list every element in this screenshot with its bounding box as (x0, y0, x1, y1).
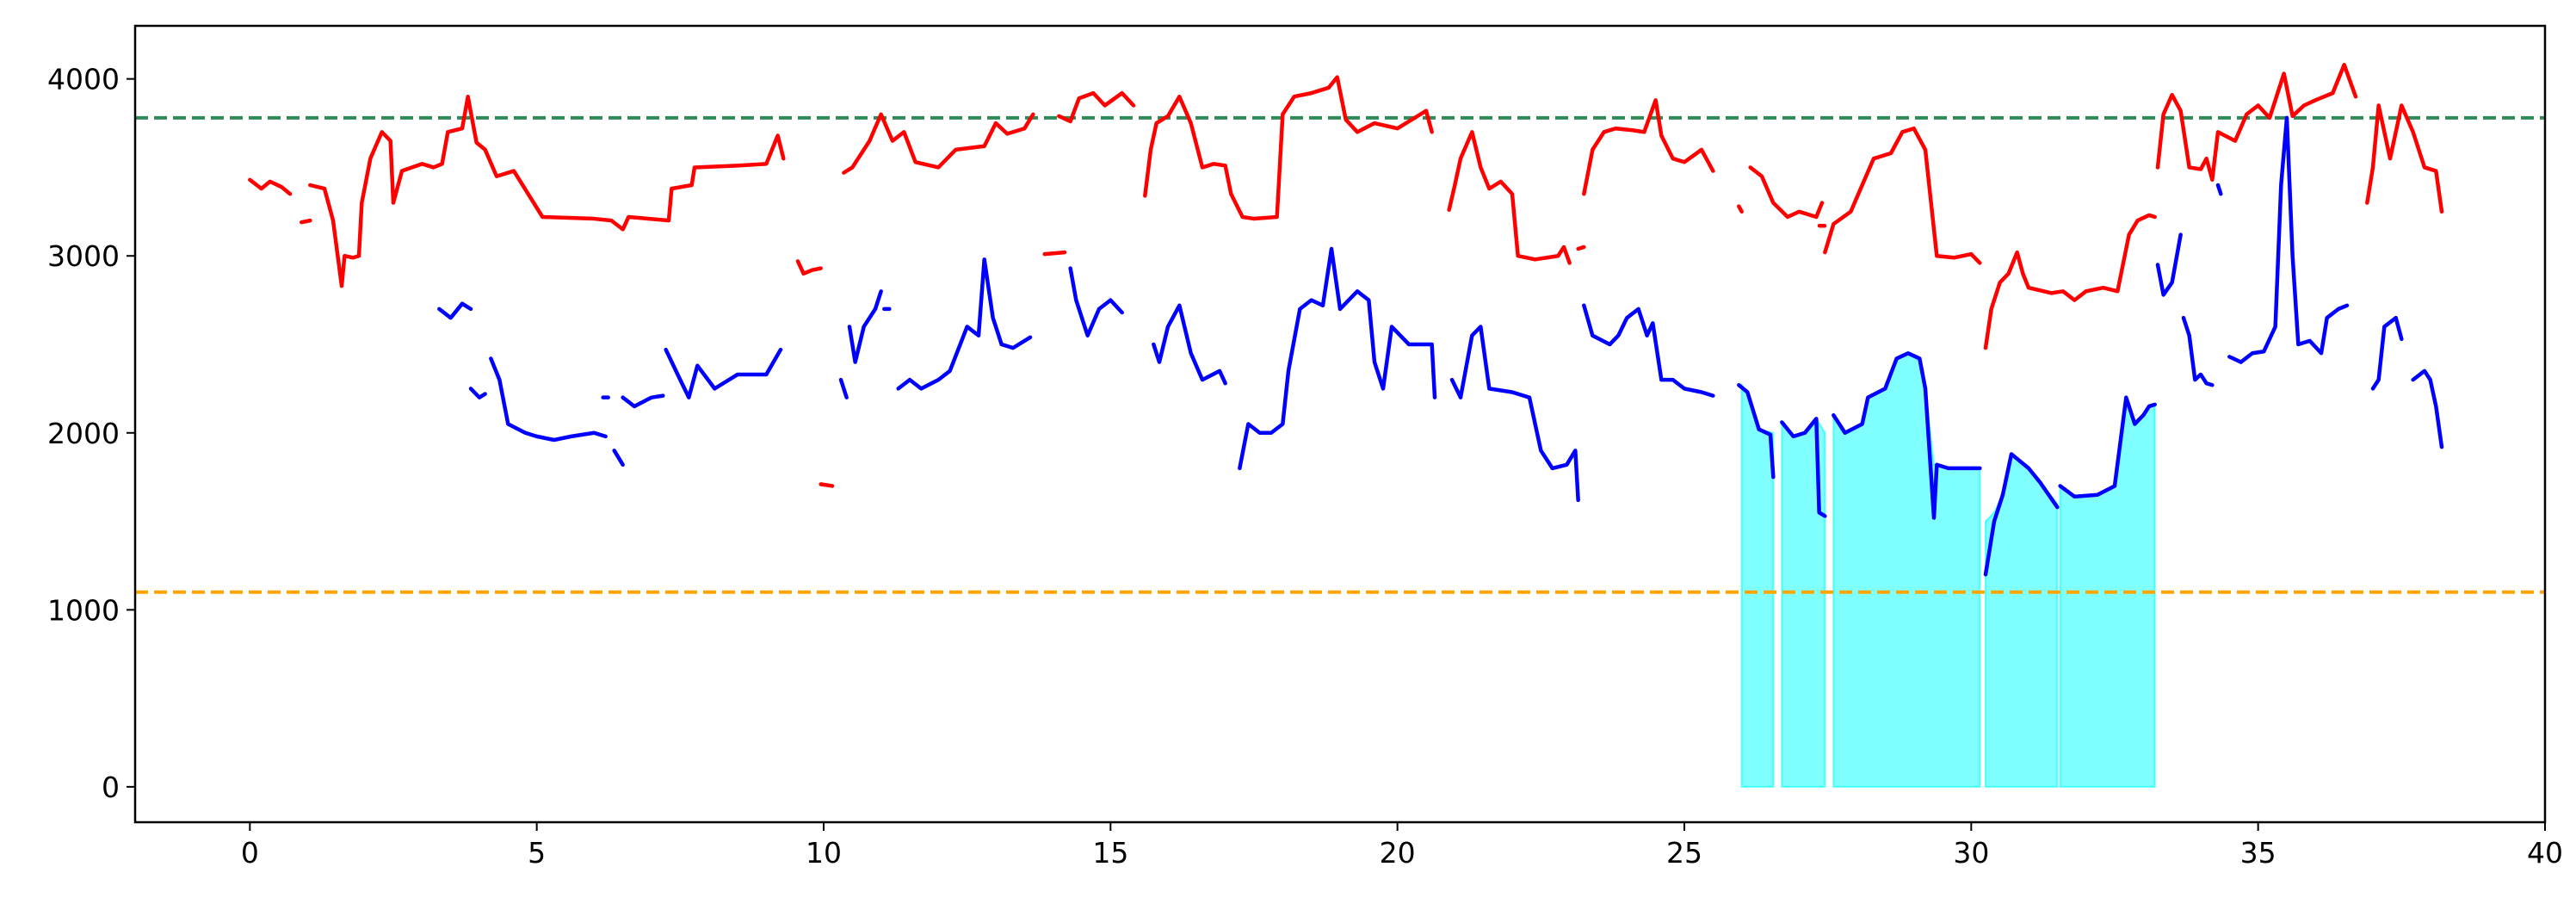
series-0-segment-17 (2155, 62, 2358, 183)
series-1-segment-23 (2215, 183, 2223, 196)
series-1-segment-19 (1983, 452, 2060, 577)
series-1-segment-21 (2155, 232, 2183, 297)
series-0-segment-5 (842, 112, 1035, 175)
series-0-segment-12 (1737, 204, 1744, 214)
series-lines (248, 62, 2444, 577)
series-1-segment-8 (847, 289, 883, 364)
x-tick-label-25: 25 (1666, 836, 1702, 870)
threshold-lines (135, 115, 2545, 594)
series-1-segment-24 (2227, 115, 2350, 364)
series-1-segment-11 (1068, 266, 1124, 337)
series-1-segment-6 (664, 347, 783, 399)
series-1-segment-12 (1152, 303, 1227, 386)
series-0-segment-11 (1582, 98, 1715, 196)
series-0-segment-15 (1823, 126, 1982, 265)
series-1-segment-17 (1780, 417, 1827, 518)
x-tick-label-0: 0 (241, 836, 259, 870)
x-tick-label-10: 10 (806, 836, 842, 870)
series-0-segment-10 (1576, 245, 1586, 251)
series-1-segment-0 (437, 301, 473, 320)
y-tick-label-3000: 3000 (47, 239, 120, 273)
series-1-segment-18 (1832, 351, 1982, 520)
plot-frame (133, 24, 2547, 824)
x-tick-label-30: 30 (1953, 836, 1989, 870)
series-0-segment-6 (1042, 250, 1067, 257)
y-tick-label-1000: 1000 (47, 593, 120, 627)
series-0-segment-8 (1143, 75, 1434, 221)
x-tick-label-40: 40 (2527, 836, 2563, 870)
series-0-segment-7 (1057, 90, 1136, 124)
y-tick-label-4000: 4000 (47, 63, 120, 96)
series-0-segment-4 (819, 482, 835, 488)
series-1-segment-5 (621, 393, 665, 409)
series-0-segment-0 (248, 177, 293, 196)
series-0-segment-9 (1447, 130, 1572, 265)
series-1-segment-22 (2181, 315, 2215, 387)
series-0-segment-18 (2365, 103, 2444, 214)
series-0-segment-2 (308, 94, 786, 288)
series-1-segment-1 (468, 387, 487, 399)
series-1-segment-26 (2411, 368, 2444, 449)
series-1-segment-20 (2058, 395, 2157, 499)
series-1-segment-4 (612, 449, 625, 467)
series-1-segment-13 (1238, 246, 1437, 471)
y-tick-label-0: 0 (102, 771, 120, 804)
series-1-segment-10 (896, 257, 1033, 391)
series-0-segment-3 (795, 259, 823, 276)
series-1-segment-7 (838, 377, 849, 399)
fill-region-0 (1740, 382, 1775, 788)
series-1-segment-2 (489, 356, 608, 443)
series-1-segment-15 (1582, 303, 1715, 398)
series-0-segment-1 (300, 218, 312, 225)
series-1-segment-14 (1449, 325, 1580, 503)
series-1-segment-16 (1737, 383, 1776, 480)
y-tick-label-2000: 2000 (47, 417, 120, 450)
x-axis: 0 5 10 15 20 25 30 35 40 (241, 822, 2563, 870)
x-tick-label-20: 20 (1380, 836, 1416, 870)
series-0-segment-13 (1748, 165, 1825, 220)
x-tick-label-5: 5 (528, 836, 546, 870)
x-tick-label-35: 35 (2240, 836, 2276, 870)
y-axis: 0 1000 2000 3000 4000 (47, 63, 135, 804)
x-tick-label-15: 15 (1092, 836, 1128, 870)
series-0-segment-16 (1983, 213, 2157, 350)
series-1-segment-25 (2370, 315, 2404, 391)
